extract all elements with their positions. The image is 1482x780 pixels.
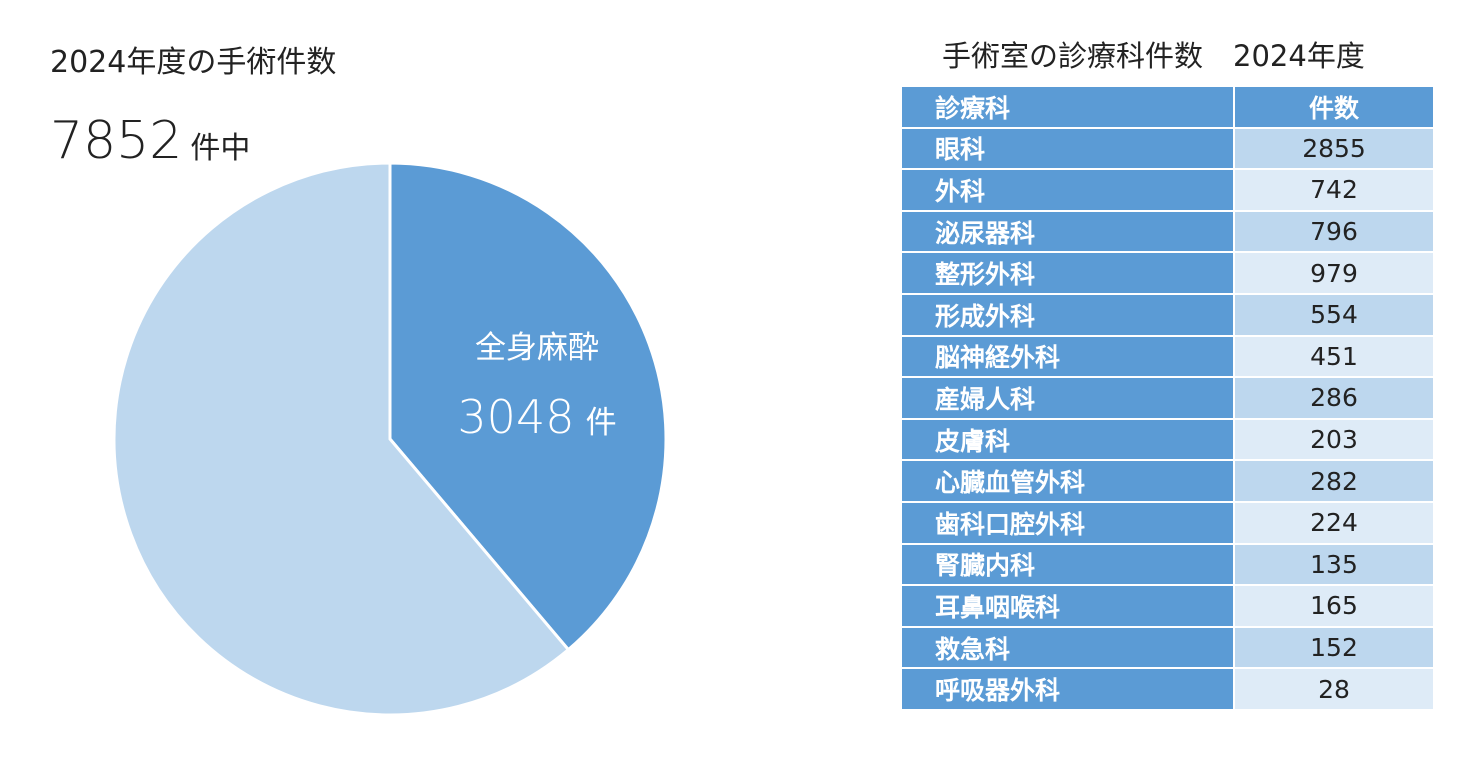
department-name: 救急科 (900, 625, 1235, 670)
table-row: 眼科 2855 (900, 126, 1435, 171)
department-count: 152 (1233, 625, 1435, 670)
department-name: 産婦人科 (900, 376, 1235, 420)
department-name: 呼吸器外科 (900, 667, 1235, 711)
department-count: 224 (1233, 500, 1435, 545)
total-value: 7852 (50, 111, 183, 171)
table-row: 心臓血管外科 282 (900, 459, 1435, 503)
table-row: 救急科 152 (900, 625, 1435, 670)
department-count: 28 (1233, 667, 1435, 711)
table-title-text: 手術室の診療科件数 (942, 39, 1204, 73)
department-count: 286 (1233, 376, 1435, 420)
department-count: 796 (1233, 209, 1435, 254)
pie-label-value-group: 3048 件 (457, 390, 616, 444)
pie-slice-other (112, 161, 571, 717)
table-row: 外科 742 (900, 168, 1435, 212)
department-name: 外科 (900, 168, 1235, 212)
department-name: 腎臓内科 (900, 542, 1235, 587)
department-name: 耳鼻咽喉科 (900, 584, 1235, 628)
chart-title: 2024年度の手術件数 (50, 45, 337, 80)
department-name: 泌尿器科 (900, 209, 1235, 254)
pie-chart: 全身麻酔 3048 件 (112, 161, 668, 717)
table-row: 腎臓内科 135 (900, 542, 1435, 587)
department-count: 135 (1233, 542, 1435, 587)
department-name: 心臓血管外科 (900, 459, 1235, 503)
department-count: 742 (1233, 168, 1435, 212)
column-header-department: 診療科 (900, 85, 1235, 129)
department-count: 165 (1233, 584, 1435, 628)
department-name: 形成外科 (900, 292, 1235, 337)
department-name: 皮膚科 (900, 417, 1235, 462)
table-row: 整形外科 979 (900, 251, 1435, 295)
pie-label-unit: 件 (586, 405, 617, 441)
department-count: 282 (1233, 459, 1435, 503)
table-title-year: 2024年度 (1233, 39, 1365, 73)
pie-label-value: 3048 (457, 390, 574, 444)
department-count: 451 (1233, 334, 1435, 379)
department-count: 203 (1233, 417, 1435, 462)
table-row: 産婦人科 286 (900, 376, 1435, 420)
total-count: 7852 件中 (50, 115, 250, 167)
department-name: 脳神経外科 (900, 334, 1235, 379)
pie-label-name: 全身麻酔 (475, 330, 599, 366)
table-row: 泌尿器科 796 (900, 209, 1435, 254)
table-row: 脳神経外科 451 (900, 334, 1435, 379)
department-count: 979 (1233, 251, 1435, 295)
table-row: 皮膚科 203 (900, 417, 1435, 462)
table-row: 形成外科 554 (900, 292, 1435, 337)
department-table: 診療科 件数 眼科 2855 外科 742 泌尿器科 796 整形外科 979 形成外科 554 脳… (900, 85, 1435, 711)
table-row: 耳鼻咽喉科 165 (900, 584, 1435, 628)
pie-slice-general-anesthesia (388, 161, 668, 652)
table-row: 呼吸器外科 28 (900, 667, 1435, 711)
department-name: 歯科口腔外科 (900, 500, 1235, 545)
department-count: 2855 (1233, 126, 1435, 171)
table-header-row: 診療科 件数 (900, 85, 1435, 129)
department-name: 整形外科 (900, 251, 1235, 295)
department-name: 眼科 (900, 126, 1235, 171)
department-count: 554 (1233, 292, 1435, 337)
table-title: 手術室の診療科件数 2024年度 (942, 42, 1365, 71)
column-header-count: 件数 (1233, 85, 1435, 129)
table-row: 歯科口腔外科 224 (900, 500, 1435, 545)
total-suffix: 件中 (190, 131, 251, 166)
